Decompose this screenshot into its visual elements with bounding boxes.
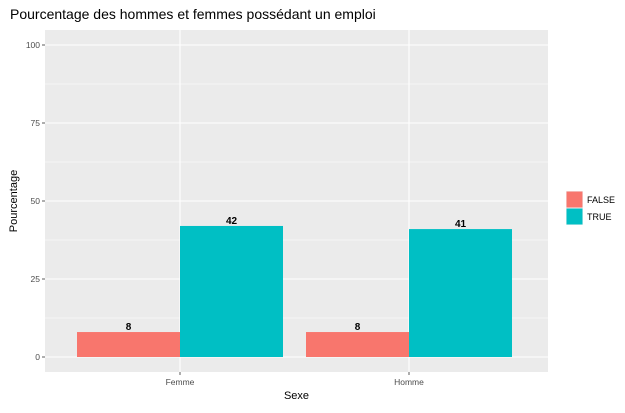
- bar: [180, 225, 283, 357]
- legend-label: FALSE: [587, 195, 615, 205]
- bars: [77, 225, 512, 357]
- data-label: 8: [126, 322, 132, 333]
- x-axis-title: Sexe: [284, 390, 309, 402]
- chart-title: Pourcentage des hommes et femmes posséda…: [10, 6, 376, 22]
- bar: [77, 332, 180, 357]
- y-tick-label: 75: [31, 118, 41, 128]
- data-label: 41: [455, 219, 467, 230]
- bar: [306, 332, 409, 357]
- data-labels: 8 42 8 41: [126, 216, 467, 333]
- data-label: 8: [355, 322, 361, 333]
- y-tick-label: 25: [31, 274, 41, 284]
- y-tick-label: 50: [31, 196, 41, 206]
- x-tick-label: Femme: [166, 377, 195, 387]
- legend-key: [566, 191, 583, 208]
- data-label: 42: [226, 216, 238, 227]
- legend-key: [566, 208, 583, 225]
- x-axis: Femme Homme: [166, 372, 424, 387]
- y-axis-title: Pourcentage: [8, 170, 20, 232]
- y-tick-label: 100: [26, 40, 40, 50]
- legend: FALSE TRUE: [566, 191, 615, 225]
- legend-label: TRUE: [587, 212, 612, 222]
- bar: [409, 229, 512, 357]
- x-tick-label: Homme: [394, 377, 424, 387]
- y-axis: 0 25 50 75 100: [26, 40, 45, 362]
- y-tick-label: 0: [35, 352, 40, 362]
